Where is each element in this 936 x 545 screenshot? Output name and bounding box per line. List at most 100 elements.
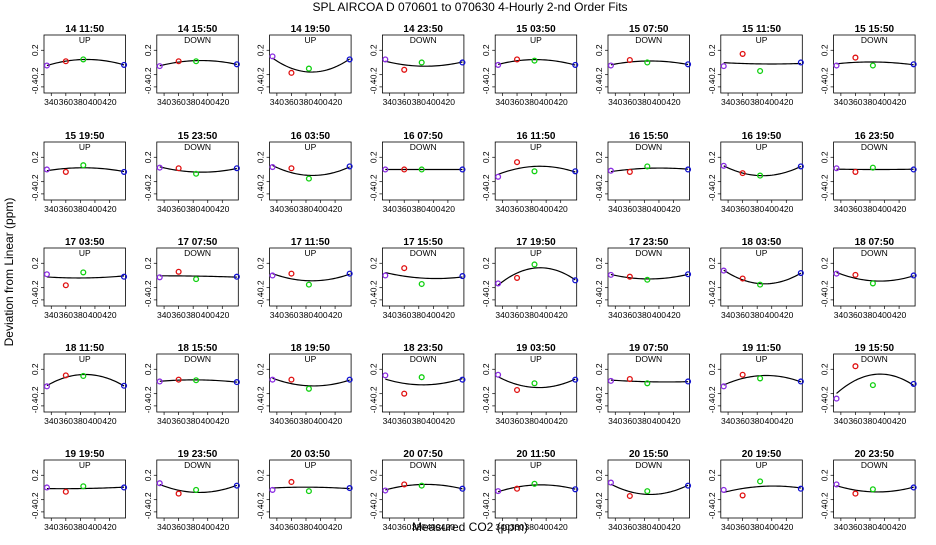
panel-title: 19 15:50 [855, 343, 895, 354]
y-tick-label: -0.2 [594, 67, 604, 82]
x-tick-label: 380 [524, 522, 538, 532]
y-tick-label: -0.2 [594, 280, 604, 295]
x-tick-label: 400 [652, 97, 666, 107]
x-tick-label: 400 [539, 310, 553, 320]
x-tick-label: 360 [848, 522, 862, 532]
data-point-2 [853, 55, 858, 60]
x-tick-label: 420 [892, 416, 906, 426]
panel-mode-label: UP [79, 248, 91, 258]
x-tick-label: 380 [750, 97, 764, 107]
panel-title: 18 03:50 [742, 237, 782, 248]
panel-title: 16 11:50 [516, 131, 555, 142]
panel-title: 14 15:50 [178, 24, 218, 35]
x-tick-label: 360 [284, 204, 298, 214]
y-tick-label: 0.2 [707, 257, 717, 269]
data-point-2 [515, 388, 520, 393]
x-tick-label: 340 [44, 204, 58, 214]
y-tick-label: 0.2 [594, 469, 604, 481]
x-tick-label: 400 [313, 310, 327, 320]
fit-curve [273, 378, 350, 386]
x-tick-label: 420 [215, 310, 229, 320]
x-tick-label: 420 [328, 310, 342, 320]
x-tick-label: 340 [721, 522, 735, 532]
x-tick-label: 340 [157, 97, 171, 107]
x-tick-label: 340 [495, 416, 509, 426]
data-point-1 [834, 63, 839, 68]
x-tick-label: 360 [623, 97, 637, 107]
y-tick-label: -0.2 [594, 174, 604, 189]
x-tick-label: 400 [201, 204, 215, 214]
panel-mode-label: DOWN [861, 142, 888, 152]
y-tick-label: 0.2 [820, 44, 830, 56]
x-tick-label: 360 [736, 97, 750, 107]
x-tick-label: 340 [495, 310, 509, 320]
data-point-1 [45, 272, 50, 277]
fit-curve [273, 487, 350, 488]
x-tick-label: 420 [215, 204, 229, 214]
data-point-2 [289, 70, 294, 75]
data-point-3 [870, 63, 875, 68]
panel-mode-label: DOWN [184, 354, 211, 364]
data-point-3 [758, 376, 763, 381]
x-tick-label: 400 [426, 310, 440, 320]
data-point-1 [721, 64, 726, 69]
y-tick-label: -0.2 [143, 386, 153, 401]
y-tick-label: 0.2 [820, 469, 830, 481]
x-tick-label: 420 [666, 204, 680, 214]
panel-mode-label: UP [756, 248, 768, 258]
x-tick-label: 360 [172, 522, 186, 532]
x-tick-label: 420 [441, 97, 455, 107]
x-tick-label: 380 [73, 522, 87, 532]
panel-mode-label: DOWN [184, 35, 211, 45]
panel-title: 20 11:50 [516, 449, 555, 460]
x-tick-label: 340 [383, 97, 397, 107]
data-point-3 [81, 163, 86, 168]
panel-mode-label: DOWN [410, 354, 437, 364]
x-tick-label: 400 [201, 97, 215, 107]
data-point-3 [194, 277, 199, 282]
data-point-2 [63, 283, 68, 288]
panel-mode-label: UP [304, 35, 316, 45]
panel-mode-label: DOWN [635, 35, 662, 45]
x-tick-label: 400 [88, 522, 102, 532]
x-tick-label: 340 [270, 522, 284, 532]
x-tick-label: 360 [397, 310, 411, 320]
panel-mode-label: UP [79, 354, 91, 364]
y-tick-label: -0.2 [30, 492, 40, 507]
x-tick-label: 400 [313, 204, 327, 214]
fit-curve [385, 379, 462, 385]
x-tick-label: 400 [652, 522, 666, 532]
panel-mode-label: DOWN [861, 248, 888, 258]
data-point-1 [609, 168, 614, 173]
x-tick-label: 340 [157, 310, 171, 320]
x-tick-label: 360 [736, 522, 750, 532]
x-tick-label: 420 [215, 416, 229, 426]
x-tick-label: 420 [441, 416, 455, 426]
panel-mode-label: UP [304, 354, 316, 364]
fit-curve [160, 167, 237, 172]
y-tick-label: -0.2 [368, 386, 378, 401]
x-tick-label: 400 [765, 204, 779, 214]
y-tick-label: 0.2 [368, 363, 378, 375]
x-tick-label: 420 [441, 310, 455, 320]
x-tick-label: 360 [397, 204, 411, 214]
y-tick-label: -0.2 [820, 280, 830, 295]
data-point-1 [157, 64, 162, 69]
fit-curve [724, 486, 801, 492]
x-tick-label: 380 [637, 522, 651, 532]
panel-mode-label: DOWN [184, 142, 211, 152]
x-tick-label: 360 [623, 310, 637, 320]
data-point-2 [402, 391, 407, 396]
x-tick-label: 400 [88, 310, 102, 320]
x-tick-label: 380 [637, 204, 651, 214]
figure-title: SPL AIRCOA D 070601 to 070630 4-Hourly 2… [312, 0, 627, 14]
